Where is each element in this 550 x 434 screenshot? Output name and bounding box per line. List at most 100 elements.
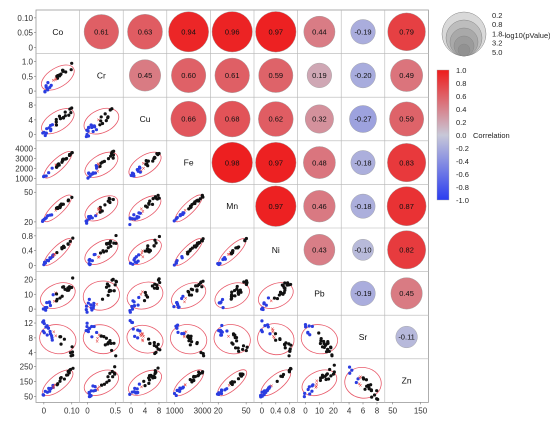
- scatter-point: [46, 326, 50, 330]
- y-tick-label: 1.0: [22, 57, 34, 66]
- size-legend-label: 5.0: [492, 48, 502, 57]
- scatter-point: [68, 107, 72, 111]
- scatter-point: ×: [54, 77, 58, 83]
- scatter-point: [42, 319, 46, 323]
- scatter-point: [90, 324, 94, 329]
- scatter-point: [264, 390, 268, 394]
- scatter-point: [190, 246, 194, 250]
- scatter-point: [147, 381, 151, 385]
- scatter-point: ×: [270, 299, 274, 305]
- scatter-point: [150, 284, 155, 288]
- scatter-point: [324, 373, 328, 377]
- scatter-point: [90, 259, 94, 263]
- scatter-point: [266, 325, 270, 329]
- scatter-point: ×: [140, 211, 144, 217]
- scatter-point: [88, 262, 92, 266]
- scatter-point: [153, 282, 157, 286]
- corr-circle-ni-sr: [352, 239, 374, 261]
- variable-label-cr: Cr: [97, 70, 106, 80]
- scatter-point: [234, 335, 239, 340]
- scatter-point: [145, 295, 150, 299]
- scatter-point: [70, 195, 74, 199]
- scatter-point: [366, 383, 370, 387]
- y-tick-label: 20: [24, 218, 33, 227]
- scatter-point: [236, 377, 241, 381]
- scatter-point: ×: [183, 383, 187, 389]
- scatter-point: [55, 165, 59, 169]
- scatter-point: [324, 377, 328, 382]
- scatter-point: [317, 331, 321, 335]
- corr-value-cu-zn: 0.59: [399, 115, 414, 124]
- variable-label-co: Co: [52, 27, 63, 37]
- scatter-point: [200, 239, 204, 243]
- corr-value-mn-zn: 0.87: [399, 202, 414, 211]
- color-legend-label: 0.0: [456, 131, 466, 140]
- scatter-point: [178, 387, 183, 391]
- scatter-point: [287, 354, 291, 358]
- scatter-point: [50, 338, 54, 342]
- scatter-panel-ni-co: ××××: [42, 236, 75, 267]
- scatter-point: ×: [53, 383, 57, 389]
- variable-label-cu: Cu: [140, 114, 151, 124]
- corr-value-cr-mn: 0.61: [225, 71, 240, 80]
- x-tick-label: 0.4: [270, 406, 282, 415]
- scatter-point: [154, 286, 159, 290]
- scatter-point: [288, 366, 293, 371]
- scatter-point: [132, 258, 136, 262]
- y-tick-label: 8: [29, 334, 34, 343]
- scatter-point: [268, 332, 272, 336]
- y-tick-label: 4000: [15, 145, 33, 154]
- size-legend-label: 0.8: [492, 20, 502, 29]
- scatter-point: [180, 254, 184, 259]
- scatter-point: [154, 370, 158, 374]
- scatter-point: ×: [358, 376, 362, 382]
- density-ellipse: [344, 366, 382, 399]
- scatter-point: [48, 256, 52, 261]
- scatter-point: [102, 335, 106, 339]
- scatter-point: [190, 340, 194, 344]
- y-tick-label: 2000: [15, 164, 33, 173]
- scatter-point: [61, 69, 65, 74]
- scatter-point: [56, 206, 60, 211]
- scatter-point: [319, 336, 323, 341]
- scatter-point: [137, 253, 141, 257]
- scatter-point: [347, 365, 352, 369]
- scatter-point: [200, 193, 204, 197]
- scatter-point: [95, 330, 99, 335]
- scatter-point: [229, 381, 233, 385]
- matrix-frame: [35, 9, 429, 403]
- corr-circle-fe-sr: [350, 150, 376, 175]
- corr-circle-cu-sr: [349, 105, 377, 133]
- scatter-point: [111, 197, 115, 202]
- corr-value-cu-sr: -0.27: [354, 115, 371, 124]
- scatter-point: [68, 351, 73, 355]
- scatter-point: [329, 374, 333, 378]
- scatter-panel-pb-ni: ×: [257, 281, 294, 312]
- corr-value-fe-mn: 0.98: [225, 158, 240, 167]
- corr-circle-fe-pb: [303, 146, 336, 179]
- y-tick-label: 1000: [15, 174, 33, 183]
- scatter-point: [107, 196, 111, 200]
- scatter-point: ×: [95, 303, 99, 309]
- scatter-point: ×: [359, 383, 363, 389]
- corr-value-pb-sr: -0.19: [354, 289, 371, 298]
- scatter-point: [176, 330, 180, 335]
- corr-circle-cu-mn: [214, 100, 251, 138]
- scatter-point: [175, 388, 179, 393]
- scatter-point: ×: [98, 255, 102, 261]
- scatter-panel-sr-cr: ×××: [82, 321, 120, 358]
- x-tick-label: 20: [329, 406, 338, 415]
- scatter-point: [356, 377, 360, 381]
- scatter-point: [283, 288, 287, 292]
- scatter-point: [42, 260, 47, 264]
- scatter-point: ×: [141, 255, 145, 261]
- scatter-point: [152, 343, 156, 348]
- y-tick-label: 0: [29, 131, 34, 140]
- scatter-point: ×: [184, 383, 188, 389]
- scatter-point: [372, 393, 377, 397]
- scatter-point: [157, 151, 161, 156]
- density-ellipse: [82, 324, 120, 355]
- variable-label-ni: Ni: [272, 245, 280, 255]
- corr-circle-co-sr: [350, 19, 376, 45]
